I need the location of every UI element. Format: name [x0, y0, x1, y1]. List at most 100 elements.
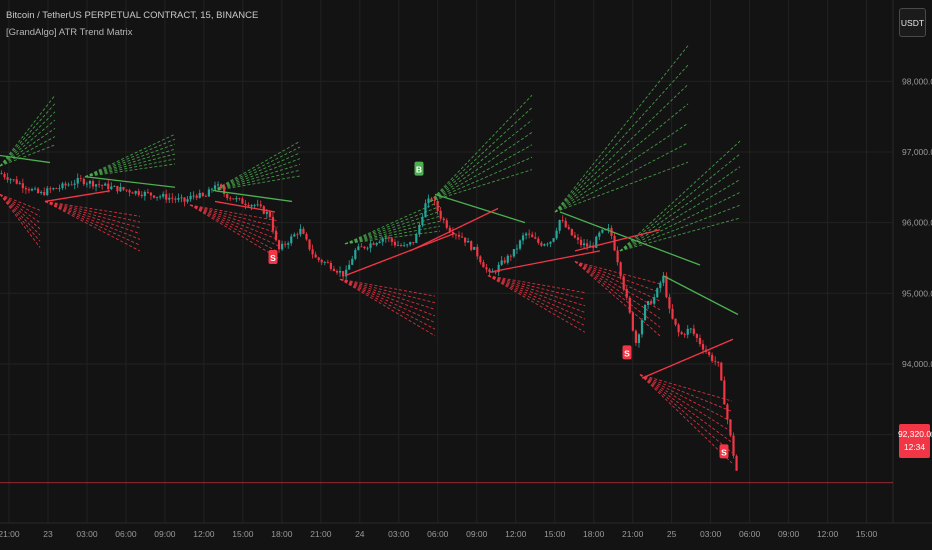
- candle-body: [101, 185, 104, 186]
- candle-body: [162, 194, 165, 197]
- candle-body: [320, 259, 323, 263]
- candle-body: [360, 246, 363, 248]
- candle-body: [189, 195, 192, 200]
- candle-body: [534, 237, 537, 239]
- candle-body: [88, 181, 92, 184]
- green-projection-fan: [212, 152, 301, 192]
- candle-body: [232, 198, 235, 200]
- candle-body: [689, 328, 692, 330]
- x-tick-label: 21:00: [310, 529, 332, 539]
- candle-body: [418, 224, 421, 235]
- green-projection-fan: [619, 179, 741, 252]
- red-projection-fan: [639, 374, 733, 412]
- candle-body: [213, 185, 217, 189]
- candle-body: [384, 237, 387, 239]
- candle-body: [506, 255, 509, 263]
- symbol-title[interactable]: Bitcoin / TetherUS PERPETUAL CONTRACT, 1…: [6, 10, 259, 21]
- candle-body: [683, 334, 686, 335]
- green-trend-line: [434, 193, 526, 224]
- candle-body: [256, 204, 259, 206]
- red-projection-fan: [189, 204, 279, 240]
- indicator-label[interactable]: [GrandAlgo] ATR Trend Matrix: [6, 27, 133, 38]
- candle-body: [305, 233, 308, 240]
- candle-body: [152, 195, 156, 198]
- candle-body: [372, 243, 375, 245]
- candle-body: [393, 241, 397, 246]
- candle-body: [653, 297, 656, 304]
- candle-body: [247, 205, 250, 207]
- x-tick-label: 06:00: [739, 529, 761, 539]
- candle-body: [241, 198, 244, 204]
- red-projection-fan: [189, 204, 279, 234]
- red-trend-line: [44, 190, 111, 203]
- candle-body: [338, 271, 342, 273]
- candle-body: [717, 361, 720, 363]
- candle-body: [165, 194, 168, 200]
- candle-body: [601, 229, 604, 233]
- candle-body: [415, 234, 418, 243]
- candle-body: [277, 240, 281, 250]
- candle-body: [735, 455, 738, 471]
- red-projection-fan: [0, 194, 41, 242]
- red-projection-fan: [0, 194, 41, 236]
- red-projection-fan: [0, 194, 41, 230]
- red-trend-line: [214, 200, 276, 213]
- candle-body: [314, 254, 317, 258]
- candle-body: [250, 205, 253, 207]
- red-projection-fan: [44, 201, 141, 246]
- currency-button[interactable]: USDT: [899, 8, 926, 37]
- candle-body: [174, 198, 177, 200]
- candle-body: [491, 271, 494, 273]
- candle-body: [116, 185, 119, 192]
- y-tick-label: 96,000.0: [902, 218, 932, 228]
- candle-body: [238, 198, 241, 199]
- candle-body: [647, 301, 650, 306]
- green-projection-fan: [84, 148, 176, 178]
- green-trend-line: [84, 176, 176, 188]
- candle-body: [412, 242, 415, 243]
- sell-signal-label: S: [624, 348, 630, 358]
- candle-body: [720, 362, 723, 381]
- candle-body: [464, 237, 467, 243]
- candle-body: [579, 239, 583, 246]
- candle-body: [494, 271, 497, 273]
- candle-body: [726, 404, 729, 420]
- red-projection-fan: [189, 204, 279, 259]
- x-tick-label: 15:00: [856, 529, 878, 539]
- green-projection-fan: [429, 169, 533, 202]
- candle-body: [564, 220, 567, 228]
- green-projection-fan: [212, 146, 301, 192]
- red-projection-fan: [44, 200, 141, 229]
- candle-body: [345, 269, 348, 277]
- candle-body: [680, 332, 683, 335]
- candle-body: [58, 187, 61, 189]
- candle-body: [299, 228, 302, 235]
- candle-body: [589, 245, 592, 247]
- candle-body: [692, 328, 695, 335]
- candle-body: [192, 195, 195, 197]
- candle-body: [460, 236, 464, 238]
- green-projection-fan: [84, 163, 176, 178]
- last-price-tag: 92,320.0 12:34: [898, 424, 931, 458]
- candle-body: [479, 256, 482, 263]
- candle-body: [226, 193, 229, 199]
- green-projection-fan: [619, 204, 741, 252]
- candle-body: [668, 297, 671, 309]
- candle-body: [698, 337, 702, 345]
- green-projection-fan: [619, 217, 741, 252]
- green-projection-fan: [429, 107, 533, 202]
- candle-body: [540, 242, 543, 246]
- candle-body: [329, 262, 332, 269]
- candle-body: [436, 201, 439, 211]
- sell-signal-label: S: [721, 447, 727, 457]
- candle-body: [470, 241, 473, 250]
- green-projection-fan: [84, 143, 176, 178]
- candle-body: [671, 308, 674, 319]
- candle-body: [503, 260, 506, 263]
- sell-signal-marker: [719, 444, 729, 459]
- red-projection-fan: [574, 261, 661, 302]
- green-projection-fan: [554, 161, 689, 213]
- candle-body: [296, 234, 299, 236]
